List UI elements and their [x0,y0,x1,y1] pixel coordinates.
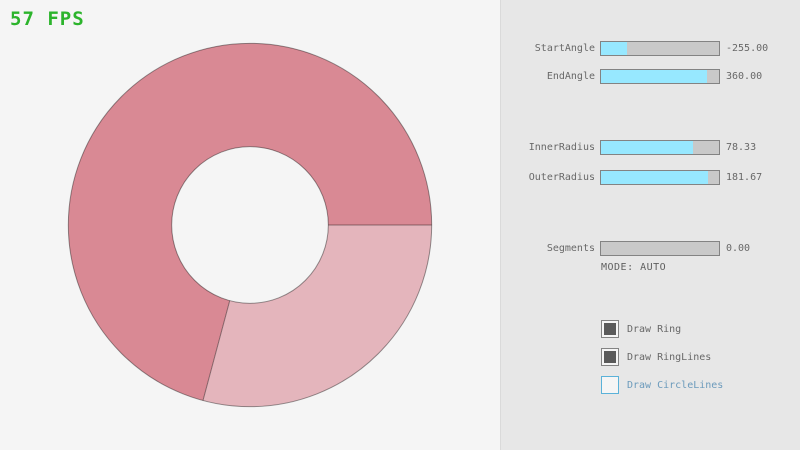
segments-slider[interactable] [600,241,720,256]
endangle-label: EndAngle [546,71,595,82]
draw-ringlines-label: Draw RingLines [627,351,712,363]
ring-sector [202,225,432,407]
fps-counter: 57 FPS [10,8,85,30]
slider-fill [601,141,694,154]
endangle-slider[interactable] [600,69,720,84]
segments-value: 0.00 [726,243,751,254]
draw-ring-checkbox[interactable] [601,320,619,338]
draw-ring-checkbox-row: Draw Ring [601,320,681,338]
draw-ringlines-checkbox[interactable] [601,348,619,366]
innerradius-slider[interactable] [600,140,720,155]
startangle-slider[interactable] [600,41,720,56]
slider-row-endangle: EndAngle 360.00 [501,69,800,84]
draw-circlelines-label: Draw CircleLines [627,379,724,391]
ring-radial-line [202,300,231,401]
slider-row-segments: Segments 0.00 [501,241,800,256]
mode-label: MODE: AUTO [601,262,667,273]
slider-fill [601,70,708,83]
outerradius-value: 181.67 [726,172,763,183]
innerradius-value: 78.33 [726,142,757,153]
outerradius-label: OuterRadius [528,172,595,183]
draw-ringlines-checkbox-row: Draw RingLines [601,348,711,366]
slider-row-outerradius: OuterRadius 181.67 [501,170,800,185]
draw-ring-label: Draw Ring [627,323,682,335]
outerradius-slider[interactable] [600,170,720,185]
slider-row-startangle: StartAngle -255.00 [501,41,800,56]
slider-row-innerradius: InnerRadius 78.33 [501,140,800,155]
innerradius-label: InnerRadius [528,142,595,153]
ring-sector [68,43,432,401]
startangle-value: -255.00 [726,43,769,54]
controls-panel: StartAngle -255.00 EndAngle 360.00 Inner… [500,0,800,450]
draw-circlelines-checkbox-row: Draw CircleLines [601,376,723,394]
endangle-value: 360.00 [726,71,763,82]
slider-fill [601,171,709,184]
ring-inner-outline [171,146,329,304]
startangle-label: StartAngle [534,43,595,54]
ring-outer-outline [67,42,433,408]
draw-circlelines-checkbox[interactable] [601,376,619,394]
segments-label: Segments [546,243,595,254]
slider-fill [601,42,627,55]
